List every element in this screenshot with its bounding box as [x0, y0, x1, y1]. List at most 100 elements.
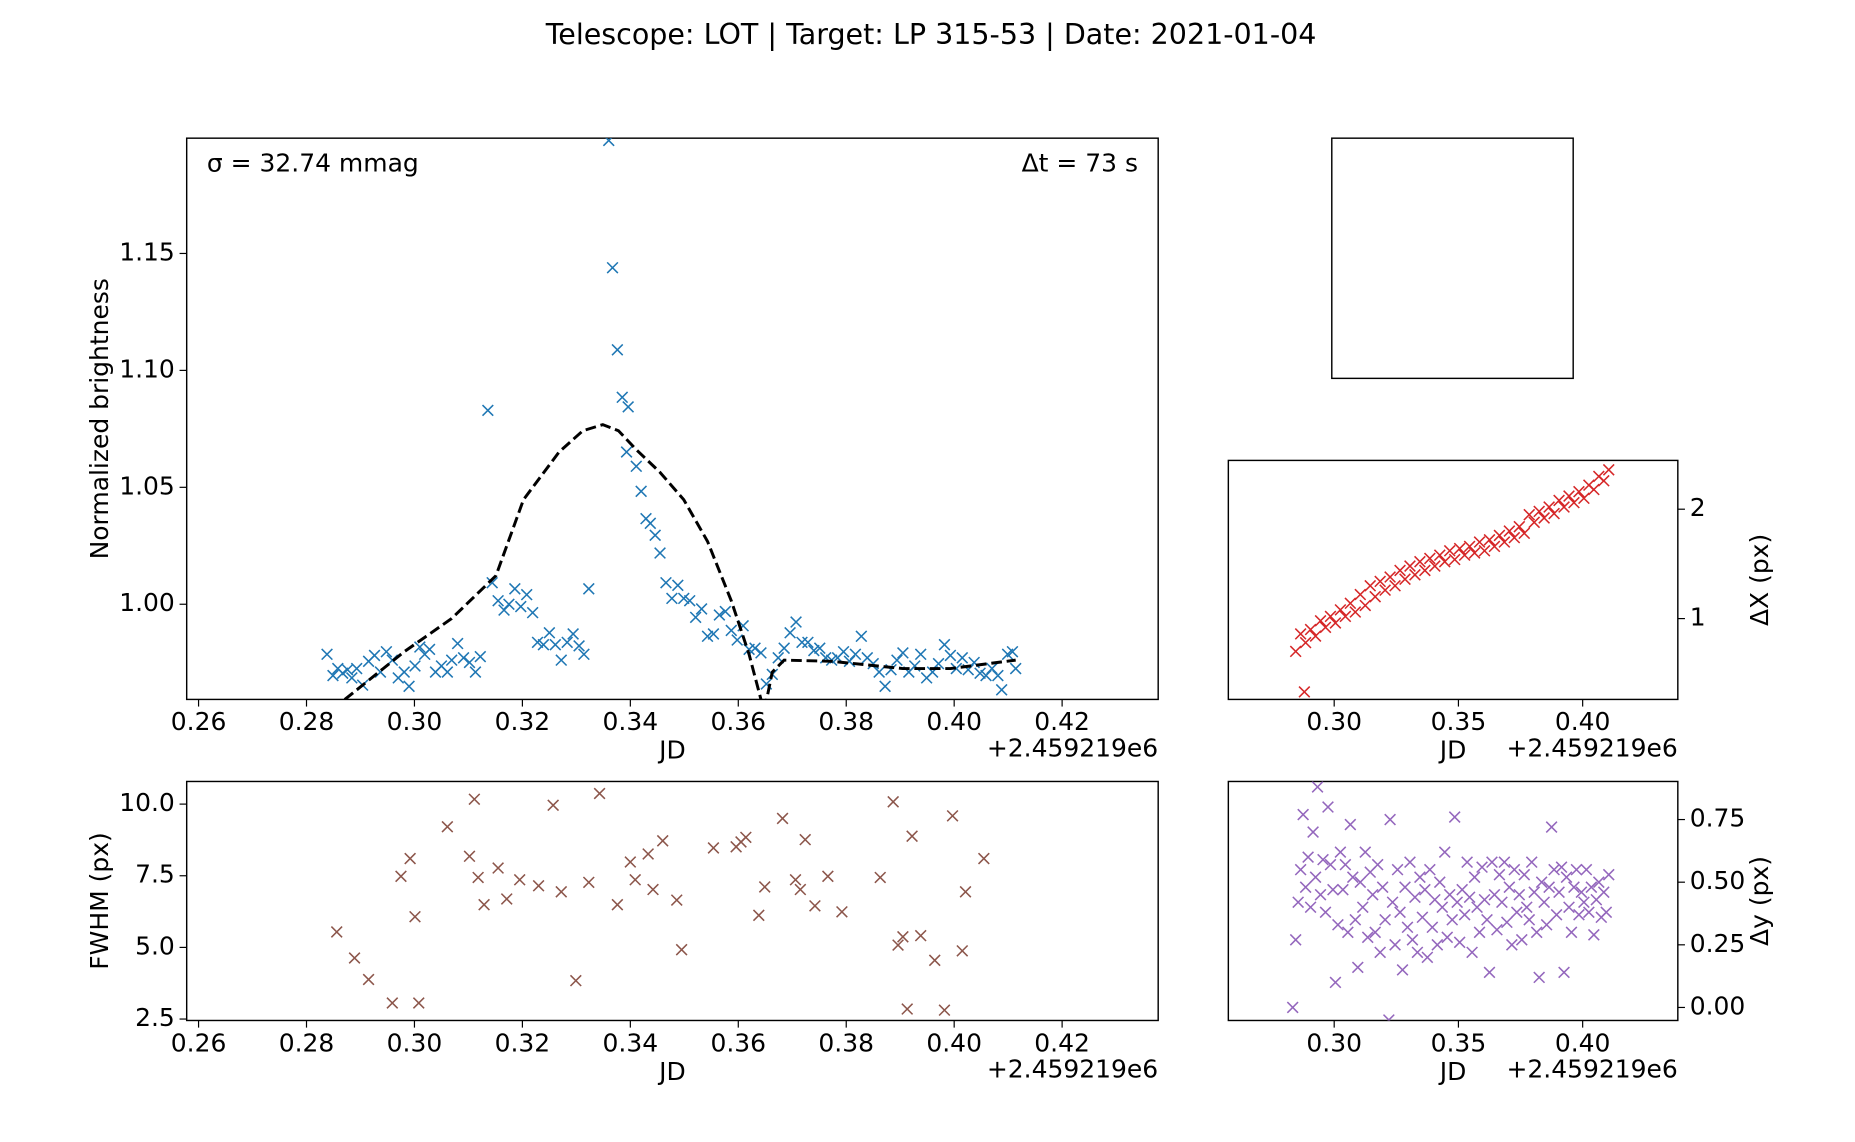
data-point — [1324, 858, 1337, 871]
data-point — [1404, 560, 1416, 572]
data-point — [457, 651, 470, 664]
data-point — [472, 871, 485, 884]
data-point — [1356, 901, 1369, 914]
data-point — [1560, 871, 1573, 884]
data-point — [1304, 623, 1317, 636]
data-point — [1307, 826, 1319, 838]
data-point — [1311, 781, 1324, 793]
data-point — [1528, 516, 1541, 529]
data-point — [1533, 971, 1546, 984]
data-point — [1324, 610, 1337, 623]
data-point — [821, 870, 834, 883]
data-point — [327, 669, 339, 682]
data-point — [1399, 573, 1411, 586]
data-point — [321, 648, 333, 661]
data-point — [725, 624, 738, 637]
figure-title: Telescope: LOT | Target: LP 315-53 | Dat… — [545, 18, 1317, 51]
data-point — [946, 809, 959, 822]
data-point — [1409, 891, 1421, 904]
x-axis-label: JD — [657, 1057, 686, 1086]
data-point — [1369, 926, 1382, 939]
data-point — [1414, 555, 1426, 568]
annotation: Δt = 73 s — [1022, 148, 1138, 177]
data-point — [486, 576, 499, 589]
data-point — [602, 138, 615, 147]
data-point — [1515, 933, 1528, 946]
data-point — [1523, 508, 1536, 521]
data-point — [1341, 926, 1354, 939]
data-point — [1597, 886, 1610, 899]
data-point — [1322, 801, 1334, 813]
data-point — [1379, 913, 1392, 926]
data-point — [1453, 542, 1466, 555]
data-point — [1376, 881, 1389, 894]
data-point — [616, 391, 629, 404]
x-tick-label: 0.30 — [1306, 1028, 1362, 1057]
data-point — [1575, 886, 1588, 899]
data-point — [897, 930, 909, 943]
data-point — [1555, 861, 1568, 874]
data-point — [974, 667, 986, 680]
x-tick-label: 0.34 — [603, 707, 659, 736]
data-point — [1339, 610, 1352, 623]
data-point — [1553, 494, 1565, 507]
data-point — [642, 848, 655, 860]
plot-area — [330, 787, 990, 1017]
x-tick-label: 0.28 — [279, 1028, 335, 1057]
data-point — [1486, 856, 1498, 869]
data-point — [790, 616, 802, 628]
data-point — [463, 656, 476, 669]
data-point — [1518, 868, 1531, 881]
x-offset-label: +2.459219e6 — [1507, 733, 1678, 762]
data-point — [1394, 906, 1406, 919]
data-point — [813, 642, 826, 655]
data-point — [1543, 501, 1556, 513]
data-point — [1436, 901, 1449, 914]
data-point — [1346, 871, 1359, 884]
data-point — [1344, 597, 1357, 610]
data-point — [689, 611, 702, 624]
y-axis-label: ΔX (px) — [1745, 534, 1774, 626]
data-point — [500, 893, 513, 905]
data-point — [677, 592, 690, 605]
data-point — [1548, 863, 1560, 876]
data-point — [1481, 913, 1493, 926]
data-point — [837, 645, 850, 658]
data-point — [1563, 901, 1575, 914]
x-tick-label: 0.38 — [818, 707, 874, 736]
data-point — [1336, 883, 1349, 896]
data-point — [1297, 808, 1310, 821]
y-tick-label: 2.5 — [135, 1003, 175, 1032]
x-axis-label: JD — [1438, 736, 1467, 765]
data-point — [1411, 946, 1424, 959]
data-point — [670, 894, 683, 907]
y-axis-label: FWHM (px) — [85, 832, 114, 969]
data-point — [944, 649, 957, 662]
data-point — [1438, 846, 1451, 859]
data-point — [1289, 933, 1302, 946]
axes-frame — [1227, 459, 1679, 701]
data-point — [849, 648, 862, 661]
data-point — [1498, 536, 1511, 548]
data-point — [1587, 483, 1600, 496]
data-point — [1448, 553, 1461, 566]
data-point — [1406, 933, 1419, 946]
x-tick-label: 0.28 — [279, 707, 335, 736]
data-point — [593, 787, 606, 800]
data-point — [1520, 901, 1533, 914]
data-point — [1409, 568, 1421, 581]
data-point — [1508, 863, 1521, 876]
data-point — [1602, 868, 1615, 881]
data-point — [719, 605, 732, 618]
x-tick-label: 0.40 — [926, 1028, 982, 1057]
data-point — [398, 666, 411, 678]
data-point — [1351, 961, 1364, 974]
data-point — [1543, 881, 1556, 894]
data-point — [1374, 946, 1387, 959]
data-point — [1577, 492, 1590, 505]
data-point — [892, 939, 904, 952]
data-point — [1468, 871, 1481, 884]
y-axis-label: Δy (px) — [1745, 856, 1774, 946]
data-point — [1319, 906, 1332, 919]
data-point — [423, 643, 436, 656]
